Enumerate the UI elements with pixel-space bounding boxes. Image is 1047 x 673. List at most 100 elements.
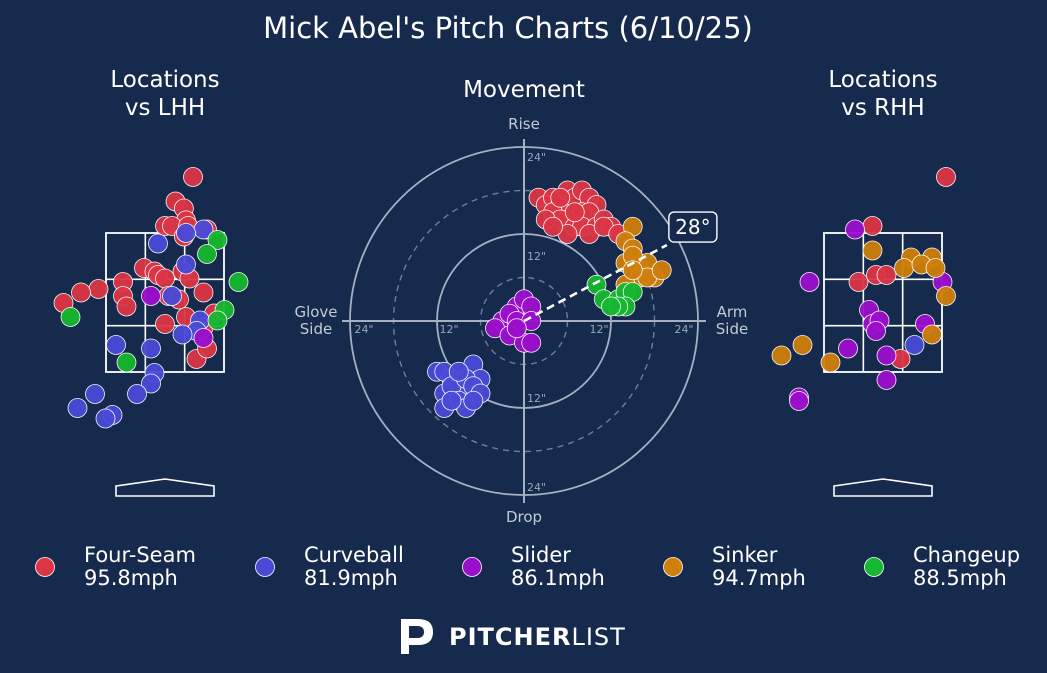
legend-velocity-slider: 86.1mph xyxy=(511,566,605,590)
rhh-point-sinker xyxy=(771,345,792,366)
rhh-point-sinker xyxy=(862,240,883,261)
rhh-panel-title: Locations vs RHH xyxy=(828,67,937,121)
rhh-point-four-seam xyxy=(848,272,869,292)
lhh-panel-title: Locations vs LHH xyxy=(110,67,219,121)
rhh-home-plate xyxy=(833,478,933,497)
legend-velocity-changeup: 88.5mph xyxy=(913,566,1007,590)
movement-arm-side-label: Arm Side xyxy=(716,303,748,338)
legend-marker-four-seam xyxy=(35,557,55,577)
rhh-point-curveball xyxy=(904,335,925,355)
pitcherlist-logo-icon xyxy=(401,619,433,654)
rhh-point-sinker xyxy=(894,258,914,278)
arm-angle-label: 28° xyxy=(675,215,710,239)
lhh-point-changeup xyxy=(228,272,249,292)
rhh-point-slider xyxy=(866,321,886,341)
lhh-point-changeup xyxy=(60,307,81,327)
movement-panel: Movement 24" 12" 12" 24" 24" 12" 12" 24" Rise Dro… xyxy=(294,77,748,526)
movement-point-slider xyxy=(506,318,527,339)
lhh-point-curveball xyxy=(172,324,193,345)
legend-label-four-seam: Four-Seam xyxy=(84,543,196,567)
rhh-point-sinker xyxy=(820,352,841,373)
legend-label-sinker: Sinker xyxy=(712,543,778,567)
lhh-point-changeup xyxy=(197,244,217,264)
rhh-point-slider xyxy=(838,338,858,359)
lhh-point-four-seam xyxy=(193,282,214,303)
legend-marker-curveball xyxy=(255,557,275,577)
lhh-point-curveball xyxy=(141,373,161,394)
lhh-point-curveball xyxy=(176,254,196,275)
movement-ring-label: 24" xyxy=(527,151,546,164)
lhh-pitch-points xyxy=(53,167,249,429)
rhh-point-four-seam xyxy=(936,167,956,187)
lhh-point-curveball xyxy=(176,223,196,243)
movement-drop-label: Drop xyxy=(506,508,542,526)
lhh-point-changeup xyxy=(116,352,137,373)
movement-ring-label: 24" xyxy=(527,481,546,494)
legend-label-slider: Slider xyxy=(511,543,571,567)
lhh-point-curveball xyxy=(127,384,147,404)
lhh-point-curveball xyxy=(67,398,88,418)
lhh-point-four-seam xyxy=(88,279,109,299)
legend-marker-changeup xyxy=(864,557,884,577)
rhh-point-sinker xyxy=(922,324,942,345)
arm-angle-box xyxy=(668,211,718,243)
lhh-point-curveball xyxy=(162,286,182,306)
movement-ring-label: 12" xyxy=(527,392,546,405)
rhh-point-slider xyxy=(876,345,897,366)
movement-ring-label: 24" xyxy=(674,323,693,336)
lhh-point-four-seam xyxy=(71,282,91,303)
lhh-point-changeup xyxy=(207,230,228,250)
movement-point-changeup xyxy=(601,296,621,317)
movement-point-four-seam xyxy=(564,202,585,223)
movement-point-sinker xyxy=(651,260,672,281)
rhh-point-slider xyxy=(799,272,820,292)
rhh-point-slider xyxy=(789,391,809,411)
rhh-point-sinker xyxy=(792,335,813,355)
lhh-point-four-seam xyxy=(183,167,203,187)
movement-ring-label: 24" xyxy=(354,323,373,336)
brand-wordmark: PITCHERLIST xyxy=(449,623,626,651)
rhh-point-slider xyxy=(845,219,865,240)
pitcherlist-logo: PITCHERLIST xyxy=(401,619,626,654)
movement-point-four-seam xyxy=(550,187,571,208)
movement-ring-label: 12" xyxy=(589,323,608,336)
movement-panel-title: Movement xyxy=(463,77,585,103)
movement-point-curveball xyxy=(441,390,462,411)
legend-velocity-curveball: 81.9mph xyxy=(304,566,398,590)
lhh-point-curveball xyxy=(106,335,126,355)
movement-point-four-seam xyxy=(543,216,563,237)
locations-lhh-panel: Locations vs LHH xyxy=(53,67,249,497)
arm-angle-indicator: 28° xyxy=(523,211,718,323)
lhh-point-curveball xyxy=(148,233,168,254)
rhh-point-four-seam xyxy=(862,216,883,236)
movement-ring-label: 12" xyxy=(527,250,546,263)
lhh-point-changeup xyxy=(207,310,228,331)
movement-pitch-points xyxy=(427,180,672,418)
arm-angle-line xyxy=(523,243,668,323)
lhh-point-curveball xyxy=(141,338,161,359)
chart-title: Mick Abel's Pitch Charts (6/10/25) xyxy=(263,11,753,45)
rhh-point-sinker xyxy=(936,286,956,306)
lhh-point-four-seam xyxy=(116,296,137,317)
movement-point-curveball xyxy=(448,361,469,382)
movement-point-curveball xyxy=(463,390,484,411)
rhh-point-sinker xyxy=(925,258,946,278)
lhh-point-curveball xyxy=(85,384,105,404)
movement-point-slider xyxy=(521,332,542,353)
legend-marker-sinker xyxy=(663,557,683,577)
movement-rise-label: Rise xyxy=(508,115,540,133)
lhh-home-plate xyxy=(115,478,215,497)
movement-ring-label: 12" xyxy=(439,323,458,336)
legend-velocity-four-seam: 95.8mph xyxy=(84,566,178,590)
movement-glove-side-label: Glove Side xyxy=(294,303,337,338)
rhh-point-slider xyxy=(876,370,897,390)
lhh-point-slider xyxy=(193,328,214,348)
legend-marker-slider xyxy=(462,557,482,577)
lhh-point-four-seam xyxy=(155,268,175,289)
rhh-point-four-seam xyxy=(876,265,897,285)
legend-label-changeup: Changeup xyxy=(913,543,1020,567)
lhh-point-slider xyxy=(141,286,161,306)
lhh-point-curveball xyxy=(95,408,116,429)
